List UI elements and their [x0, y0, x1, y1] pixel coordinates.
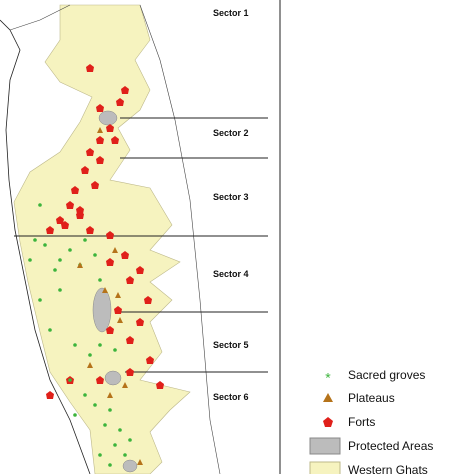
plateau-marker [77, 262, 83, 268]
grove-marker [53, 268, 57, 272]
grove-marker [93, 403, 97, 407]
grove-marker [38, 298, 42, 302]
fort-marker [114, 306, 122, 314]
legend-label: Protected Areas [348, 439, 433, 453]
fort-marker [126, 336, 134, 344]
grove-marker [58, 258, 62, 262]
fort-marker [136, 266, 144, 274]
plateau-marker [112, 247, 118, 253]
fort-marker [96, 136, 104, 144]
plateau-marker [97, 127, 103, 133]
plateau-marker [102, 287, 108, 293]
grove-marker [108, 408, 112, 412]
legend-label: Western Ghats [348, 463, 428, 474]
sector-lines [14, 0, 281, 474]
grove-marker [98, 453, 102, 457]
fort-marker [121, 86, 129, 94]
fort-marker [106, 258, 114, 266]
fort-marker [86, 148, 94, 156]
fort-marker [86, 226, 94, 234]
fort-marker [121, 251, 129, 259]
fort-marker [111, 136, 119, 144]
grove-marker [58, 288, 62, 292]
plateau-marker [137, 459, 143, 465]
fort-marker [86, 64, 94, 72]
fort-marker [91, 181, 99, 189]
grove-marker [93, 253, 97, 257]
plateau-marker [87, 362, 93, 368]
fort-marker [76, 206, 84, 214]
grove-marker [98, 343, 102, 347]
fort-marker [66, 201, 74, 209]
grove-marker [28, 258, 32, 262]
legend-label: Forts [348, 415, 375, 429]
plateau-marker [117, 317, 123, 323]
fort-marker [126, 276, 134, 284]
state-border [9, 4, 221, 474]
grove-marker [33, 238, 37, 242]
legend-label: Sacred groves [348, 368, 425, 382]
fort-marker [156, 381, 164, 389]
grove-marker [118, 428, 122, 432]
fort-marker [56, 216, 64, 224]
grove-marker [48, 328, 52, 332]
fort-marker [136, 318, 144, 326]
fort-marker [144, 296, 152, 304]
legend-symbol-fort [323, 417, 333, 427]
grove-marker [113, 443, 117, 447]
fort-marker [116, 98, 124, 106]
fort-marker [106, 231, 114, 239]
fort-marker [81, 166, 89, 174]
grove-marker [128, 438, 132, 442]
fort-marker [106, 326, 114, 334]
legend: * Sacred groves Plateaus Forts Protected… [309, 368, 433, 474]
legend-label: Plateaus [348, 391, 395, 405]
grove-marker [83, 393, 87, 397]
coastline [0, 19, 91, 474]
grove-marker [38, 203, 42, 207]
grove-marker [73, 343, 77, 347]
grove-marker [68, 248, 72, 252]
fort-marker [71, 186, 79, 194]
grove-marker [88, 353, 92, 357]
grove-marker [108, 463, 112, 467]
grove-marker [98, 278, 102, 282]
fort-marker [106, 124, 114, 132]
plateau-marker [115, 292, 121, 298]
sector-label: Sector 1 [213, 8, 249, 18]
legend-symbol-grove: * [325, 370, 331, 386]
grove-marker [123, 453, 127, 457]
plateau-marker [107, 392, 113, 398]
legend-symbol-protected [309, 437, 341, 455]
fort-marker [96, 156, 104, 164]
sector-labels: Sector 1 Sector 2 Sector 3 Sector 4 Sector 5… [213, 8, 249, 402]
map-markers [28, 64, 164, 467]
grove-marker [68, 378, 72, 382]
legend-symbol-ghats [309, 461, 341, 474]
fort-marker [126, 368, 134, 376]
fort-marker [146, 356, 154, 364]
western-ghats-area [13, 4, 191, 474]
fort-marker [46, 391, 54, 399]
fort-marker [46, 226, 54, 234]
grove-marker [113, 348, 117, 352]
fort-marker [96, 376, 104, 384]
grove-marker [73, 413, 77, 417]
grove-marker [103, 423, 107, 427]
sector-label: Sector 4 [213, 269, 249, 279]
grove-marker [43, 243, 47, 247]
legend-symbol-plateau [323, 393, 333, 402]
protected-areas [92, 110, 138, 473]
sector-label: Sector 6 [213, 392, 249, 402]
grove-marker [83, 238, 87, 242]
sector-label: Sector 3 [213, 192, 249, 202]
plateau-marker [122, 382, 128, 388]
fort-marker [96, 104, 104, 112]
sector-label: Sector 2 [213, 128, 249, 138]
sector-label: Sector 5 [213, 340, 249, 350]
